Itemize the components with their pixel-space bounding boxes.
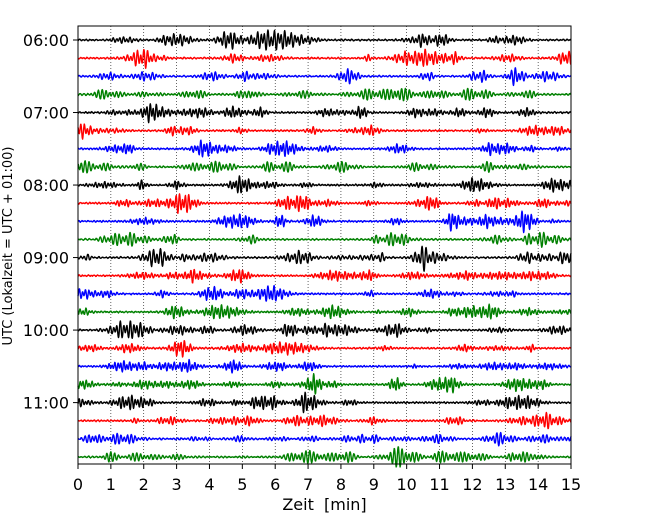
seismogram-trace bbox=[77, 358, 572, 374]
x-tick-label: 13 bbox=[495, 475, 515, 494]
y-tick-label: 07:00 bbox=[23, 104, 69, 123]
x-tick-label: 14 bbox=[528, 475, 548, 494]
x-axis-label: Zeit [min] bbox=[282, 495, 366, 514]
seismogram-trace bbox=[77, 320, 572, 339]
seismogram-trace bbox=[77, 193, 572, 214]
plot-area-frame bbox=[77, 25, 572, 465]
seismogram-trace bbox=[77, 87, 572, 102]
seismogram-trace bbox=[77, 139, 572, 158]
y-tick-label: 08:00 bbox=[23, 176, 69, 195]
x-tick-label: 8 bbox=[336, 475, 346, 494]
seismogram-trace bbox=[77, 175, 572, 194]
y-tick-label: 11:00 bbox=[23, 394, 69, 413]
seismogram-trace bbox=[77, 160, 572, 174]
seismogram-trace bbox=[77, 48, 572, 69]
y-tick-label: 10:00 bbox=[23, 321, 69, 340]
y-axis-ticks: 06:00 07:00 08:00 09:00 10:00 11:00 bbox=[23, 31, 78, 413]
seismogram-trace bbox=[77, 391, 572, 414]
x-tick-label: 10 bbox=[396, 475, 416, 494]
x-tick-label: 1 bbox=[106, 475, 116, 494]
seismogram-trace bbox=[77, 372, 572, 395]
seismogram-traces bbox=[77, 29, 572, 468]
seismogram-trace bbox=[77, 245, 572, 272]
seismogram-trace bbox=[77, 231, 572, 248]
x-tick-label: 6 bbox=[270, 475, 280, 494]
seismogram-trace bbox=[77, 340, 572, 358]
x-tick-label: 15 bbox=[561, 475, 581, 494]
seismogram-trace bbox=[77, 268, 572, 284]
seismogram-trace bbox=[77, 446, 572, 468]
y-axis-label: UTC (Lokalzeit = UTC + 01:00) bbox=[1, 147, 16, 346]
x-tick-label: 11 bbox=[429, 475, 449, 494]
x-tick-label: 3 bbox=[172, 475, 182, 494]
y-tick-label: 06:00 bbox=[23, 31, 69, 50]
seismogram-trace bbox=[77, 103, 572, 124]
seismogram-trace bbox=[77, 210, 572, 234]
seismogram-trace bbox=[77, 431, 572, 447]
seismogram-trace bbox=[77, 123, 572, 140]
x-tick-label: 9 bbox=[369, 475, 379, 494]
seismogram-trace bbox=[77, 285, 572, 302]
x-tick-label: 0 bbox=[73, 475, 83, 494]
x-tick-label: 4 bbox=[204, 475, 214, 494]
seismogram-trace bbox=[77, 303, 572, 320]
seismogram-trace bbox=[77, 29, 572, 51]
x-tick-label: 2 bbox=[139, 475, 149, 494]
x-tick-label: 12 bbox=[462, 475, 482, 494]
x-tick-label: 7 bbox=[303, 475, 313, 494]
seismogram-trace bbox=[77, 411, 572, 430]
seismogram-trace bbox=[77, 67, 572, 87]
x-tick-label: 5 bbox=[237, 475, 247, 494]
y-tick-label: 09:00 bbox=[23, 249, 69, 268]
x-axis-ticks: 0 1 2 3 4 5 6 7 8 9 10 11 12 13 14 15 bbox=[73, 464, 581, 494]
vertical-grid bbox=[110, 26, 539, 464]
